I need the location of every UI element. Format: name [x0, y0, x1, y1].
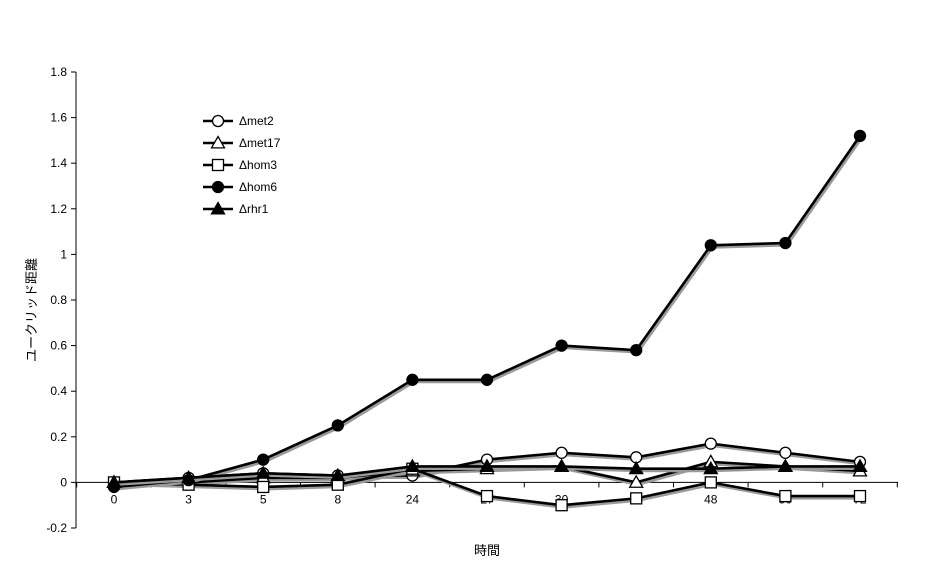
series-Δrhr1: [106, 458, 868, 488]
y-tick-label: 1.4: [50, 156, 67, 170]
data-point: [704, 476, 717, 489]
data-point: [106, 474, 122, 488]
y-tick-label: 0.6: [50, 339, 67, 353]
data-point: [257, 480, 270, 494]
y-tick-label: 0: [60, 475, 67, 489]
y-tick-label: 1.2: [50, 202, 67, 216]
x-tick-label: 8: [334, 492, 341, 506]
legend-item: Δrhr1: [203, 201, 269, 216]
data-point: [779, 446, 792, 459]
y-tick-label: 1.8: [50, 65, 67, 79]
data-point: [704, 437, 717, 450]
x-tick-label: 5: [260, 492, 267, 506]
legend-label: Δrhr1: [239, 202, 269, 216]
data-point: [853, 489, 867, 503]
y-tick-label: 0.2: [50, 430, 67, 444]
x-tick-label: 48: [704, 492, 718, 506]
legend-label: Δhom6: [239, 180, 277, 194]
legend: Δmet2 Δmet17 Δhom3 Δhom6 Δrhr1: [203, 114, 281, 216]
legend-label: Δmet17: [239, 136, 281, 150]
legend-label: Δhom3: [239, 158, 277, 172]
y-tick-label: -0.2: [46, 521, 67, 535]
y-tick-label: 1.6: [50, 111, 67, 125]
data-point: [630, 344, 643, 357]
data-point: [555, 499, 568, 512]
legend-label: Δmet2: [239, 114, 274, 128]
x-axis-title: 時間: [474, 544, 500, 559]
series-layer: [106, 129, 868, 512]
data-point: [479, 458, 495, 472]
data-point: [406, 373, 419, 386]
data-point: [211, 114, 225, 128]
data-point: [257, 453, 270, 466]
data-point: [210, 135, 226, 149]
data-point: [480, 373, 494, 386]
data-point: [480, 489, 494, 503]
data-point: [853, 129, 867, 142]
data-point: [779, 236, 792, 250]
data-point: [211, 158, 225, 172]
data-point: [211, 180, 225, 194]
y-tick-label: 1: [60, 247, 67, 261]
data-point: [404, 458, 421, 472]
data-point: [555, 339, 568, 352]
x-tick-label: 24: [406, 492, 420, 506]
data-point: [553, 458, 570, 472]
data-point: [555, 446, 568, 459]
data-point: [703, 460, 719, 475]
data-point: [630, 492, 643, 505]
data-point: [180, 470, 197, 484]
legend-item: Δhom3: [203, 158, 277, 172]
legend-item: Δhom6: [203, 180, 277, 194]
legend-item: Δmet17: [203, 135, 281, 150]
series-line: [113, 135, 862, 489]
data-point: [255, 465, 271, 479]
legend-item: Δmet2: [203, 114, 274, 128]
x-tick-label: 0: [111, 492, 118, 506]
data-point: [210, 201, 226, 215]
x-tick-label: 3: [185, 492, 192, 506]
data-point: [330, 467, 346, 482]
data-point: [628, 474, 644, 488]
y-tick-label: 0.4: [50, 384, 67, 398]
data-point: [777, 458, 794, 472]
data-point: [331, 419, 344, 432]
data-point: [628, 460, 644, 475]
series-Δhom3: [107, 462, 867, 512]
data-point: [704, 239, 717, 252]
y-tick-label: 0.8: [50, 293, 67, 307]
y-axis-title: ユークリッド距離: [25, 258, 40, 362]
data-point: [852, 458, 868, 472]
series-shadow: [115, 136, 863, 491]
data-point: [779, 489, 792, 503]
